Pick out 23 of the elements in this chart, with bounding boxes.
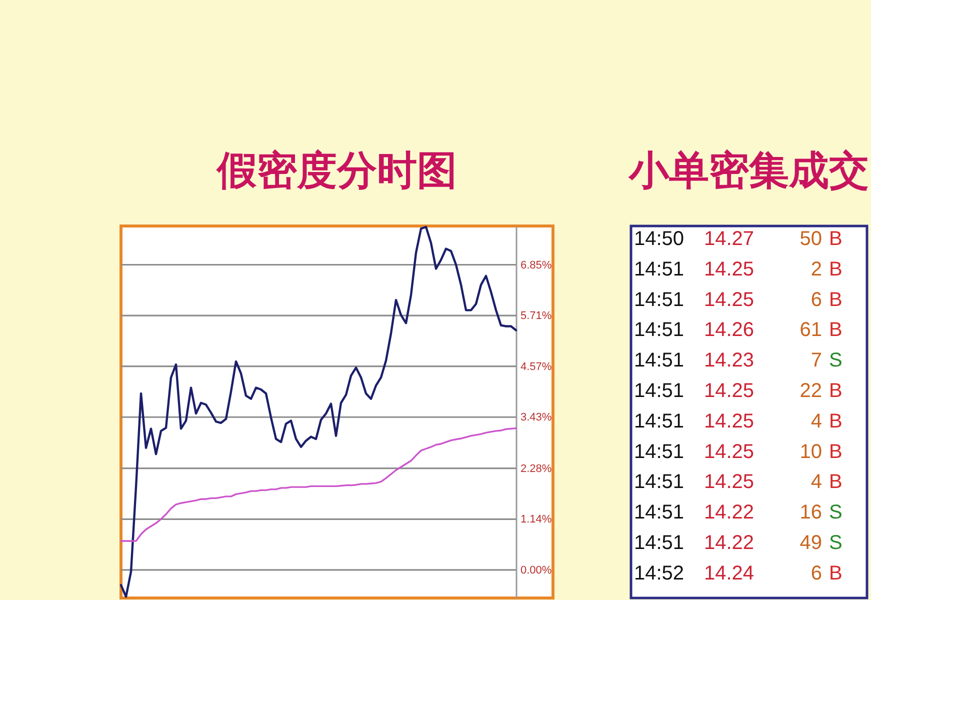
text: 14:51 14.22 49 S [634,532,842,554]
line-series [120,226,518,598]
y-tick-label: 1.14% [520,514,552,526]
text: 14:51 14.25 6 B [634,288,842,311]
text: 小单密集成交 [628,148,869,194]
text: 14:51 14.25 4 B [634,410,842,432]
y-tick-label: 2.28% [520,462,552,475]
text: 14:50 14.27 50 B [634,228,842,250]
text: 14:51 14.26 61 B [634,319,842,342]
text: 14:52 14.24 6 B [634,562,842,584]
y-tick-label: 5.71% [520,310,552,322]
line-series [120,427,517,542]
text: 14:51 14.22 16 S [634,502,842,524]
y-tick-label: 0.00% [520,564,552,576]
text: 14:51 14.25 10 B [634,440,842,463]
text: 14:51 14.25 2 B [634,258,842,280]
text: 14:51 14.25 22 B [634,380,842,402]
y-tick-label: 4.57% [520,360,552,373]
y-tick-label: 6.85% [520,259,552,272]
chart-title: 假密度分时图 [215,148,457,194]
y-tick-label: 3.43% [520,412,552,424]
text: 14:51 14.23 7 S [634,350,842,372]
text: 14:51 14.25 4 B [634,471,842,494]
